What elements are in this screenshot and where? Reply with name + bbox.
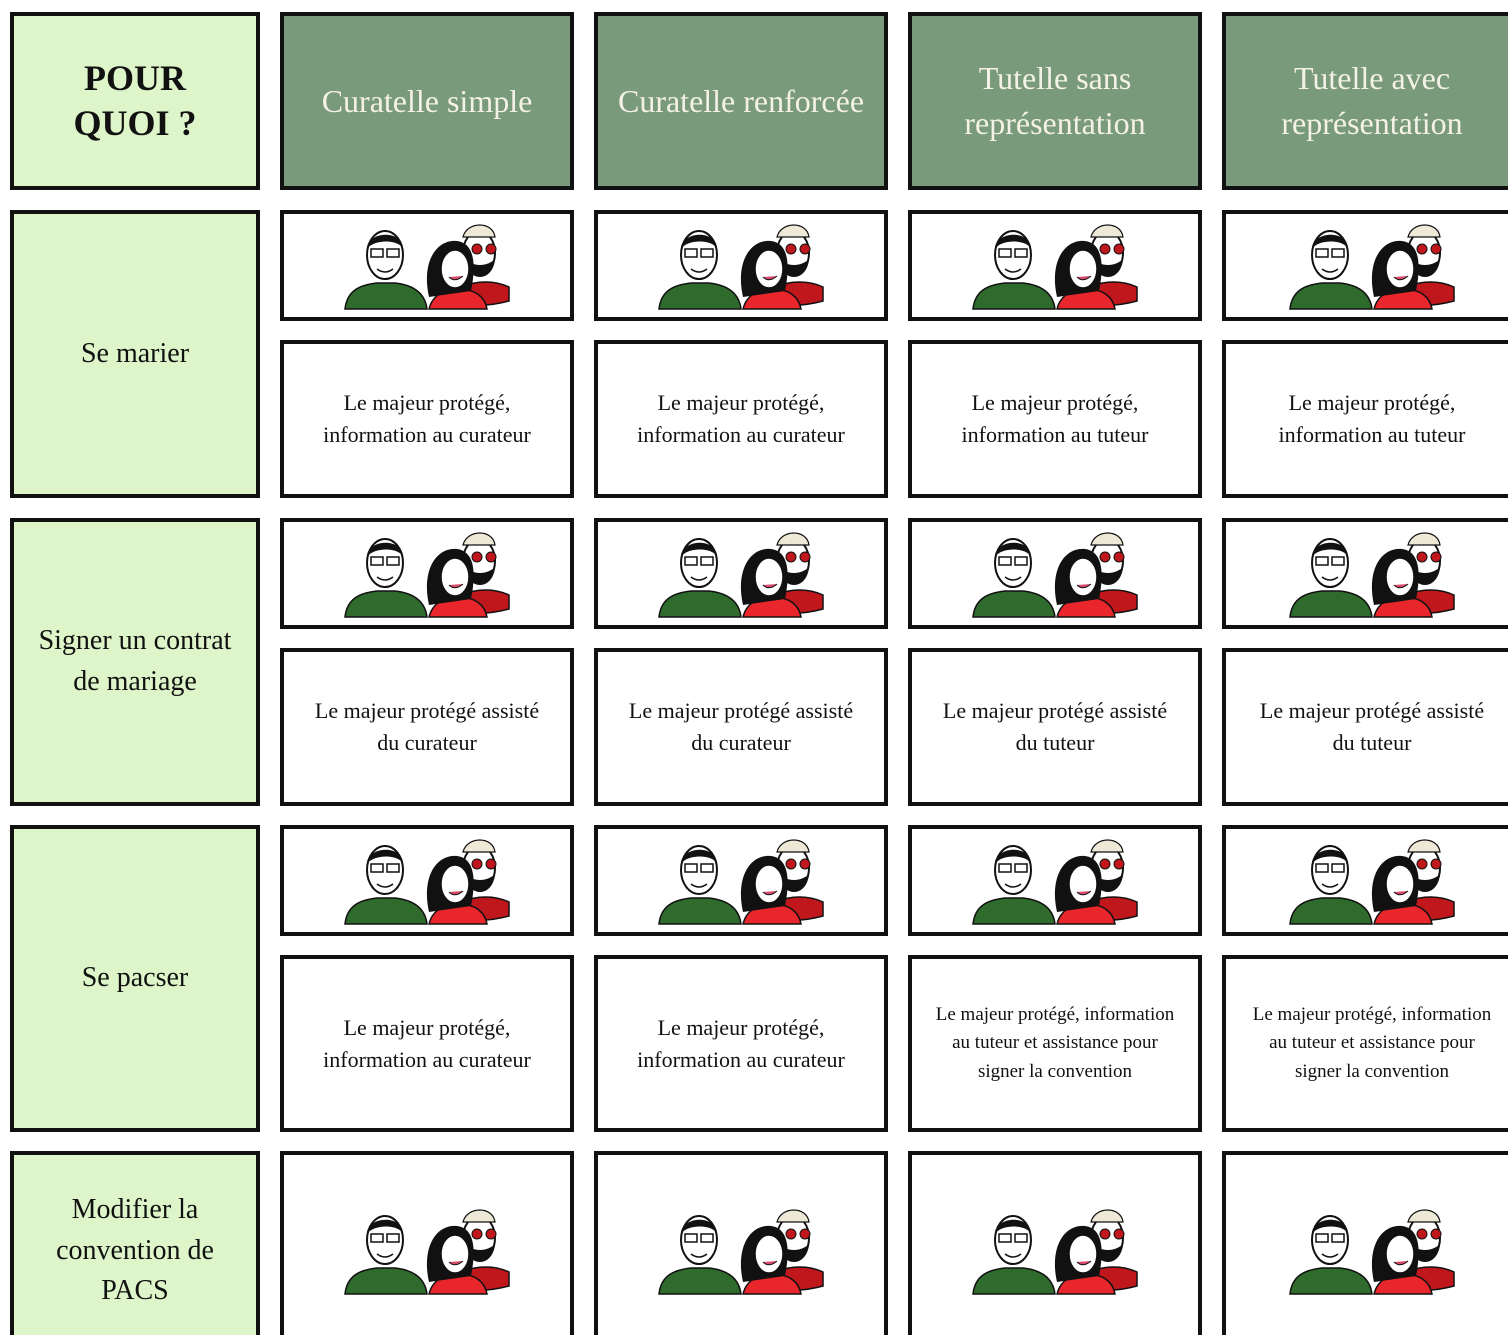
row-label: Se marier	[10, 210, 260, 498]
corner-header-text: POUR QUOI ?	[73, 58, 197, 143]
couple-icon	[1282, 221, 1462, 311]
text-cell-text: Le majeur protégé assisté du tuteur	[942, 698, 1168, 755]
image-cell	[280, 518, 574, 629]
text-cell-text: Le majeur protégé, information au tuteur	[1278, 390, 1466, 447]
text-cell: Le majeur protégé, information au curate…	[594, 955, 888, 1132]
text-cell-text: Le majeur protégé, information au tuteur…	[935, 1003, 1175, 1082]
text-cell-text: Le majeur protégé, information au curate…	[323, 1014, 531, 1072]
text-cell: Le majeur protégé, information au tuteur…	[1222, 955, 1508, 1132]
image-cell	[594, 1151, 888, 1335]
text-cell: Le majeur protégé, information au tuteur	[908, 340, 1202, 498]
text-cell: Le majeur protégé, information au tuteur	[1222, 340, 1508, 498]
text-cell: Le majeur protégé, information au curate…	[280, 340, 574, 498]
text-cell-text: Le majeur protégé assisté du curateur	[628, 698, 854, 755]
couple-icon	[337, 836, 517, 926]
image-cell	[908, 518, 1202, 629]
text-cell: Le majeur protégé, information au curate…	[280, 955, 574, 1132]
column-header: Tutelle sans représentation	[908, 12, 1202, 190]
couple-icon	[651, 221, 831, 311]
text-cell-text: Le majeur protégé assisté du curateur	[314, 698, 540, 755]
couple-icon	[337, 529, 517, 619]
text-cell: Le majeur protégé assisté du curateur	[280, 648, 574, 806]
column-header-text: Curatelle renforcée	[617, 82, 865, 119]
row-label-text: Modifier la convention de PACS	[56, 1194, 214, 1307]
couple-icon	[1282, 529, 1462, 619]
row-label: Signer un contrat de mariage	[10, 518, 260, 806]
column-header-text: Tutelle avec représentation	[1281, 60, 1463, 141]
image-cell	[908, 825, 1202, 936]
image-cell	[594, 518, 888, 629]
text-cell-text: Le majeur protégé, information au curate…	[323, 390, 531, 447]
couple-icon	[965, 529, 1145, 619]
image-cell	[1222, 1151, 1508, 1335]
couple-icon	[965, 1206, 1145, 1296]
text-cell-text: Le majeur protégé, information au curate…	[637, 390, 845, 447]
image-cell	[1222, 210, 1508, 321]
text-cell: Le majeur protégé assisté du curateur	[594, 648, 888, 806]
row-label: Modifier la convention de PACS	[10, 1151, 260, 1335]
couple-icon	[1282, 1206, 1462, 1296]
image-cell	[280, 1151, 574, 1335]
image-cell	[908, 1151, 1202, 1335]
image-cell	[594, 210, 888, 321]
couple-icon	[965, 221, 1145, 311]
text-cell-text: Le majeur protégé assisté du tuteur	[1259, 698, 1485, 755]
couple-icon	[337, 1206, 517, 1296]
column-header: Curatelle renforcée	[594, 12, 888, 190]
couple-icon	[651, 1206, 831, 1296]
image-cell	[280, 210, 574, 321]
row-label-text: Se marier	[80, 337, 190, 369]
corner-header: POUR QUOI ?	[10, 12, 260, 190]
text-cell: Le majeur protégé, information au curate…	[594, 340, 888, 498]
text-cell: Le majeur protégé assisté du tuteur	[908, 648, 1202, 806]
row-label-text: Se pacser	[81, 962, 189, 994]
text-cell-text: Le majeur protégé, information au curate…	[637, 1014, 845, 1072]
column-header-text: Tutelle sans représentation	[964, 60, 1146, 141]
image-cell	[280, 825, 574, 936]
column-header: Tutelle avec représentation	[1222, 12, 1508, 190]
row-label-text: Signer un contrat de mariage	[38, 625, 232, 697]
couple-icon	[965, 836, 1145, 926]
image-cell	[1222, 825, 1508, 936]
image-cell	[1222, 518, 1508, 629]
couple-icon	[651, 529, 831, 619]
couple-icon	[1282, 836, 1462, 926]
row-label: Se pacser	[10, 825, 260, 1132]
text-cell: Le majeur protégé assisté du tuteur	[1222, 648, 1508, 806]
image-cell	[594, 825, 888, 936]
text-cell: Le majeur protégé, information au tuteur…	[908, 955, 1202, 1132]
text-cell-text: Le majeur protégé, information au tuteur	[961, 390, 1149, 447]
couple-icon	[651, 836, 831, 926]
text-cell-text: Le majeur protégé, information au tuteur…	[1252, 1003, 1492, 1082]
column-header: Curatelle simple	[280, 12, 574, 190]
column-header-text: Curatelle simple	[321, 82, 533, 119]
image-cell	[908, 210, 1202, 321]
couple-icon	[337, 221, 517, 311]
